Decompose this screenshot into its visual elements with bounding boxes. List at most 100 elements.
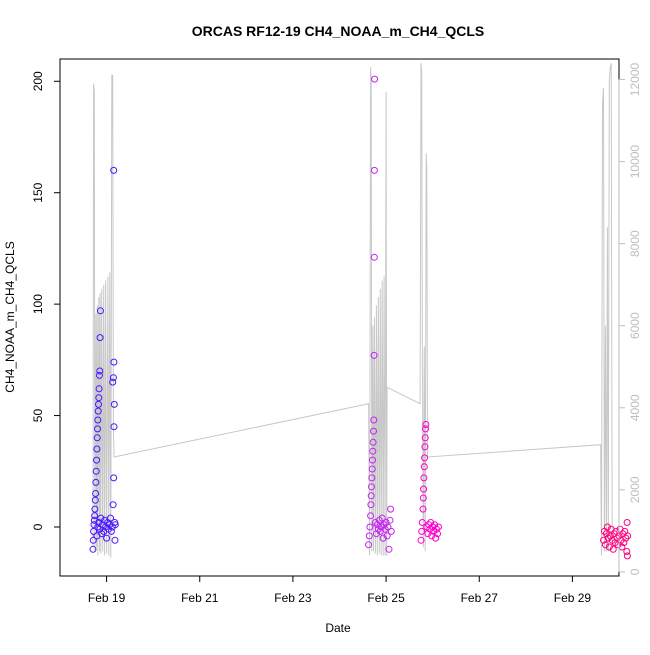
data-point (93, 445, 101, 453)
data-point (433, 525, 440, 533)
data-point (96, 307, 104, 315)
data-point (365, 532, 373, 540)
data-point (421, 454, 429, 462)
data-point (606, 532, 614, 540)
data-point (110, 474, 118, 482)
data-point (424, 530, 432, 538)
data-point (604, 534, 612, 542)
data-point (90, 527, 98, 535)
data-point (370, 166, 378, 174)
data-point (109, 501, 117, 509)
x-tick-label: Feb 29 (554, 591, 592, 605)
chart-title: ORCAS RF12-19 CH4_NOAA_m_CH4_QCLS (192, 23, 485, 39)
data-point (94, 407, 102, 415)
data-point (365, 541, 373, 549)
data-point (368, 465, 376, 473)
data-point (110, 358, 118, 366)
data-point (387, 505, 395, 513)
y2-tick-label: 2000 (628, 476, 642, 503)
data-point (111, 521, 119, 529)
y-tick-label: 200 (31, 71, 45, 91)
data-point (95, 519, 103, 526)
x-tick-label: Feb 21 (181, 591, 219, 605)
data-point (368, 474, 376, 482)
data-point (420, 485, 428, 493)
data-point (379, 534, 387, 542)
data-point (371, 519, 379, 526)
data-point (419, 505, 427, 513)
data-point (384, 523, 392, 531)
data-point (111, 536, 119, 544)
points-layer (89, 75, 632, 560)
data-point (428, 532, 436, 540)
data-point (623, 548, 631, 555)
data-point (89, 545, 97, 553)
altitude-line (92, 62, 613, 558)
data-point (372, 530, 380, 538)
secondary-y-axis: 0 2000 4000 6000 8000 10000 12000 (618, 63, 642, 575)
y2-tick-label: 8000 (628, 230, 642, 257)
x-tick-label: Feb 25 (367, 591, 405, 605)
data-point (417, 536, 425, 544)
data-point (432, 534, 440, 542)
data-point (421, 434, 429, 442)
data-point (431, 521, 439, 529)
y2-tick-label: 0 (628, 568, 642, 575)
data-point (107, 527, 115, 535)
data-point (419, 494, 427, 502)
data-point (605, 543, 613, 551)
data-point (427, 519, 435, 526)
data-point (613, 534, 621, 542)
data-point (622, 534, 630, 542)
data-point (624, 532, 632, 540)
data-point (110, 400, 118, 408)
x-tick-label: Feb 27 (461, 591, 499, 605)
data-point (422, 425, 429, 433)
data-point (110, 166, 118, 174)
data-point (609, 545, 617, 553)
data-point (371, 75, 379, 83)
data-point (370, 427, 377, 435)
data-point (367, 492, 375, 500)
data-point (370, 351, 378, 359)
data-point (92, 490, 100, 497)
y-axis-label: CH4_NOAA_m_CH4_QCLS (3, 241, 17, 392)
x-tick-label: Feb 23 (274, 591, 312, 605)
data-point (373, 521, 381, 529)
data-point (383, 532, 391, 540)
y-tick-label: 100 (31, 294, 45, 314)
data-point (95, 385, 103, 393)
data-point (602, 530, 610, 538)
data-point (620, 539, 628, 547)
data-point (103, 534, 111, 542)
data-point (370, 253, 378, 261)
data-point (91, 512, 99, 520)
data-point (96, 371, 103, 379)
data-point (92, 478, 100, 486)
y-axis: 0 50 100 150 200 (31, 71, 61, 530)
data-point (94, 425, 101, 433)
data-point (97, 514, 105, 522)
y2-tick-label: 4000 (628, 394, 642, 421)
y2-tick-label: 10000 (628, 145, 642, 179)
data-point (367, 501, 375, 509)
data-point (96, 367, 104, 375)
data-point (98, 530, 106, 538)
data-point (95, 394, 103, 402)
plot-frame (59, 58, 620, 577)
data-point (110, 423, 118, 431)
data-point (623, 552, 631, 560)
data-point (386, 516, 394, 524)
data-point (366, 523, 374, 531)
data-point (418, 527, 426, 535)
data-point (434, 530, 441, 538)
data-point (420, 474, 428, 482)
data-point (107, 514, 114, 522)
data-point (603, 523, 611, 531)
data-point (378, 514, 386, 522)
data-point (92, 467, 100, 475)
altitude-layer (92, 62, 613, 558)
data-point (380, 521, 388, 529)
data-point (94, 416, 102, 424)
